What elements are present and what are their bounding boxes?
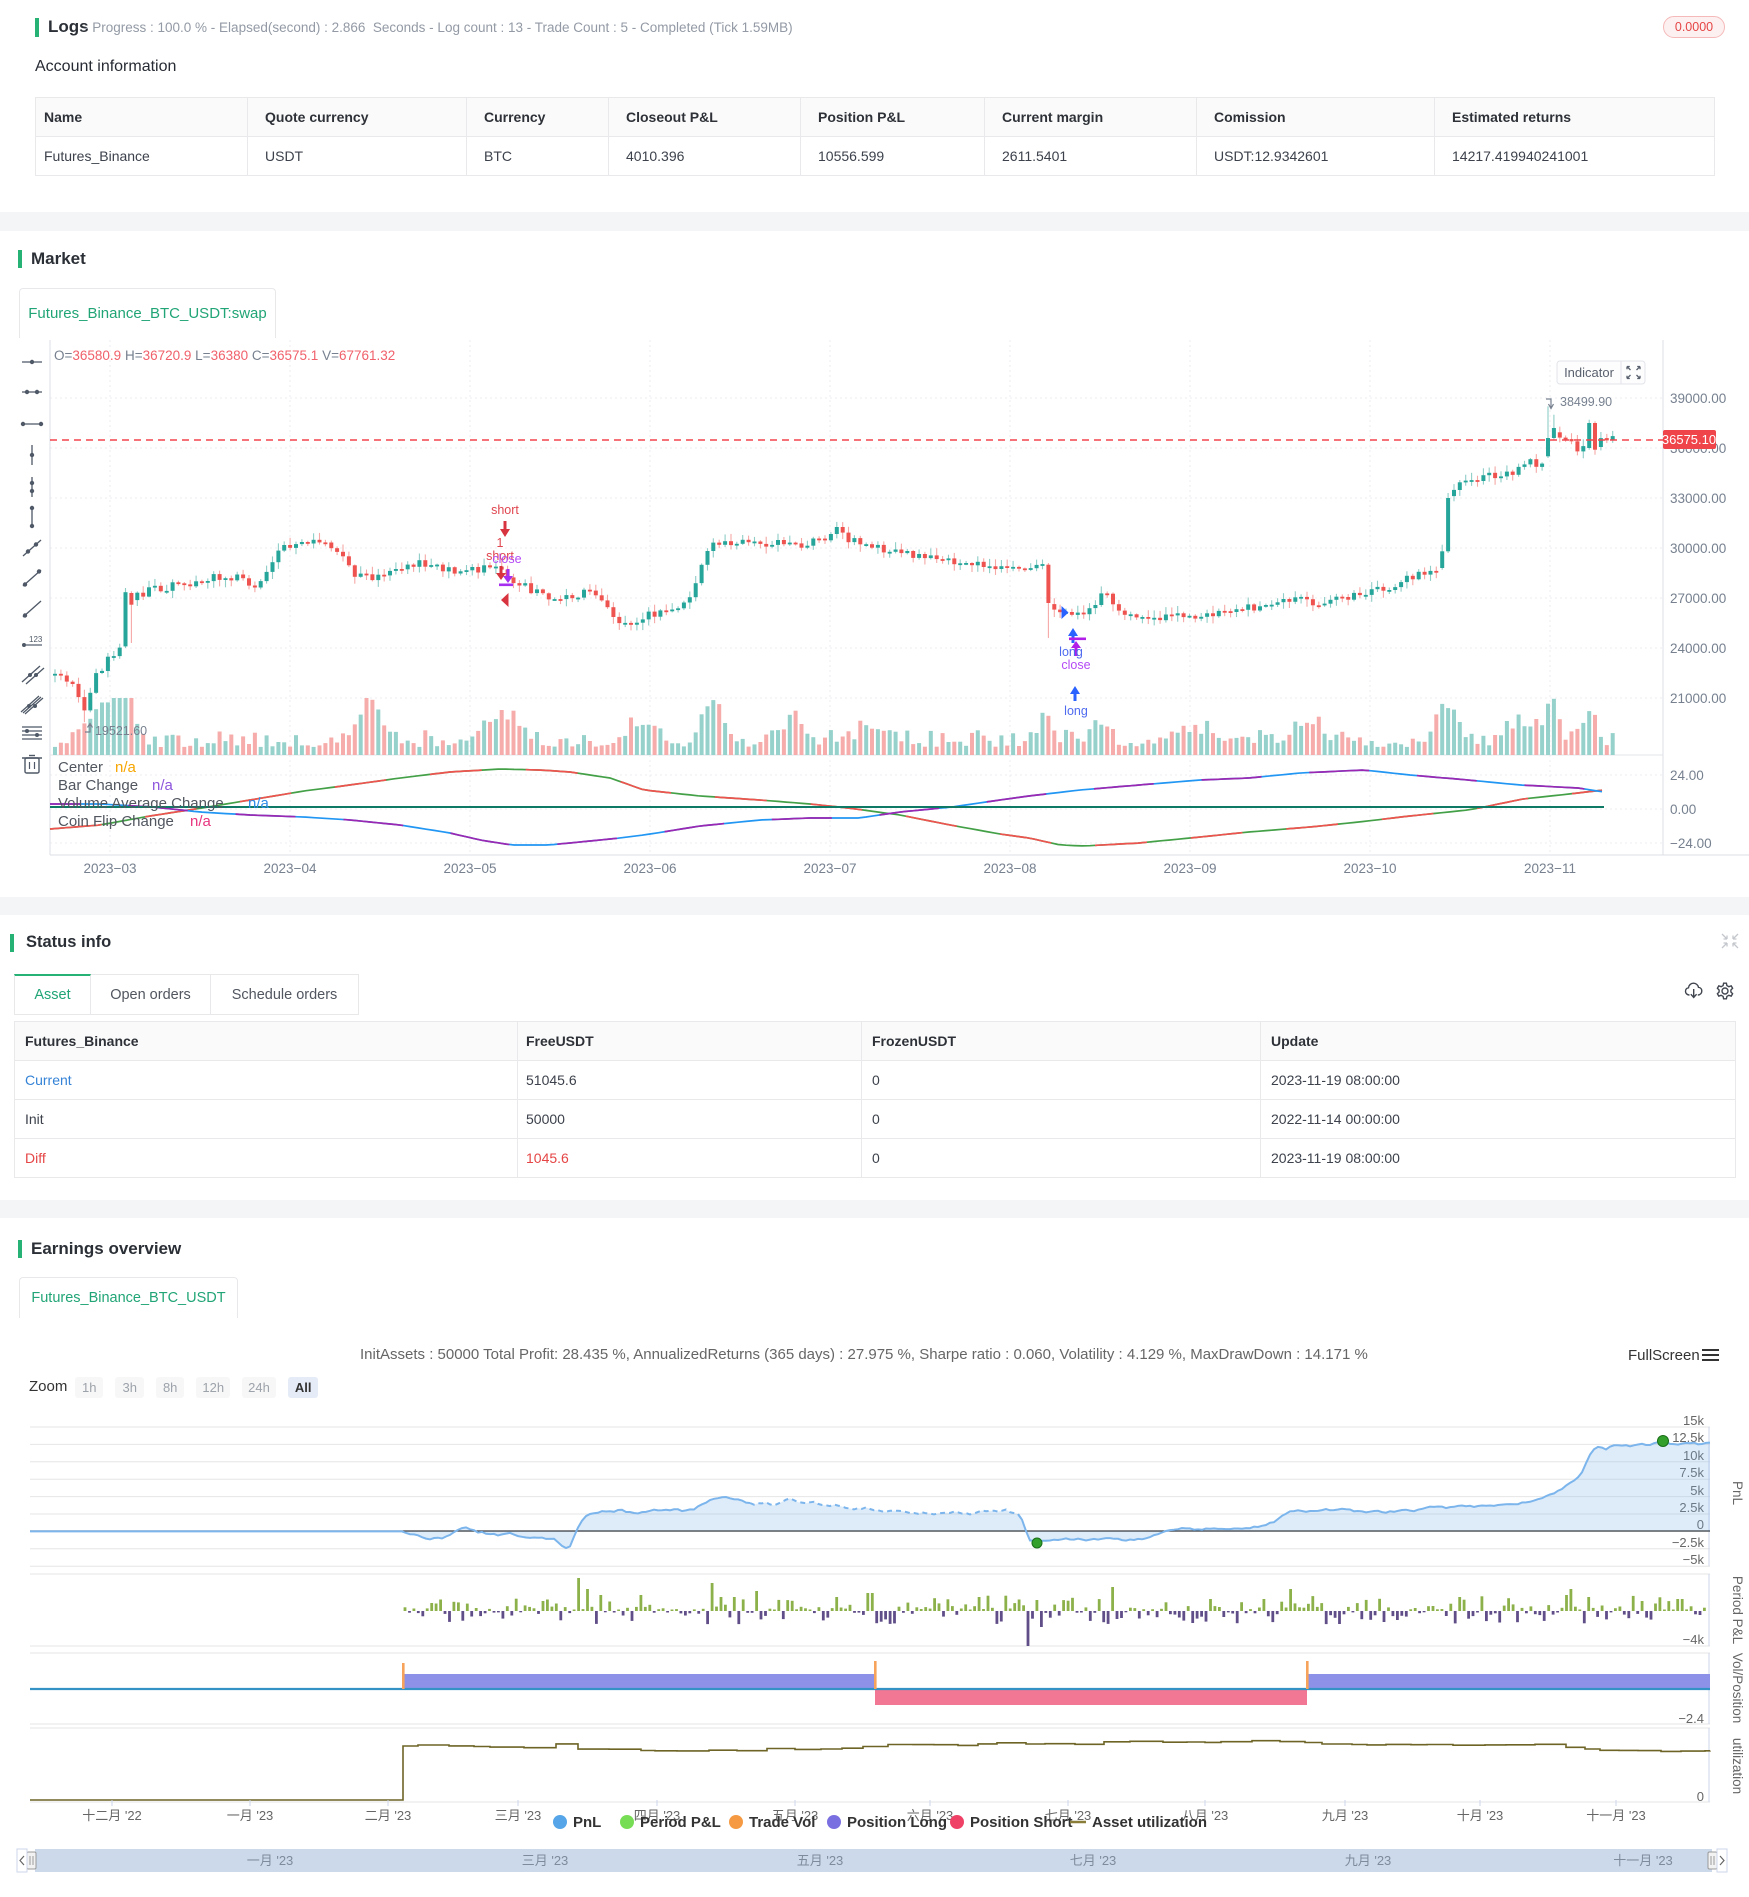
svg-text:2.5k: 2.5k — [1679, 1500, 1704, 1515]
svg-text:long: long — [1064, 704, 1088, 718]
svg-text:五月 '23: 五月 '23 — [772, 1808, 819, 1823]
svg-text:−24.00: −24.00 — [1670, 836, 1712, 851]
svg-text:Coin Flip Change: Coin Flip Change — [58, 813, 174, 830]
svg-text:2023−10: 2023−10 — [1344, 861, 1397, 876]
svg-text:−2.5k: −2.5k — [1672, 1535, 1705, 1550]
svg-text:六月 '23: 六月 '23 — [907, 1808, 954, 1823]
svg-text:2023−06: 2023−06 — [624, 861, 677, 876]
svg-text:n/a: n/a — [115, 759, 137, 776]
svg-text:0.00: 0.00 — [1670, 802, 1696, 817]
svg-text:2023−11: 2023−11 — [1524, 861, 1576, 876]
svg-text:−2.4: −2.4 — [1678, 1711, 1704, 1726]
svg-text:PnL: PnL — [1730, 1481, 1745, 1506]
svg-text:36575.10: 36575.10 — [1662, 432, 1716, 447]
svg-text:24000.00: 24000.00 — [1670, 641, 1726, 656]
svg-text:n/a: n/a — [190, 813, 212, 830]
svg-text:short: short — [486, 549, 514, 563]
svg-text:n/a: n/a — [152, 777, 174, 794]
svg-text:Trade Vol: Trade Vol — [749, 1814, 815, 1831]
svg-text:5k: 5k — [1690, 1483, 1704, 1498]
svg-text:0: 0 — [1697, 1517, 1704, 1532]
svg-text:2023−03: 2023−03 — [84, 861, 137, 876]
svg-text:close: close — [492, 552, 521, 566]
svg-text:2023−04: 2023−04 — [264, 861, 317, 876]
svg-text:2023−07: 2023−07 — [804, 861, 857, 876]
svg-text:n/a: n/a — [248, 795, 270, 812]
svg-text:十二月 '22: 十二月 '22 — [82, 1808, 142, 1823]
svg-text:Indicator: Indicator — [1564, 365, 1615, 380]
svg-text:Position Short: Position Short — [970, 1814, 1073, 1831]
svg-text:一月 '23: 一月 '23 — [227, 1808, 274, 1823]
svg-text:PnL: PnL — [573, 1814, 601, 1831]
svg-text:O=36580.9 H=36720.9 L=36380 C=: O=36580.9 H=36720.9 L=36380 C=36575.1 V=… — [54, 348, 395, 363]
svg-text:24.00: 24.00 — [1670, 768, 1704, 783]
svg-text:30000.00: 30000.00 — [1670, 541, 1726, 556]
svg-text:27000.00: 27000.00 — [1670, 591, 1726, 606]
svg-text:二月 '23: 二月 '23 — [365, 1808, 412, 1823]
svg-text:15k: 15k — [1683, 1413, 1704, 1428]
svg-text:Period P&L: Period P&L — [640, 1814, 721, 1831]
svg-text:十一月 '23: 十一月 '23 — [1586, 1808, 1646, 1823]
svg-text:utilization: utilization — [1730, 1738, 1745, 1794]
svg-text:一月 '23: 一月 '23 — [247, 1853, 294, 1868]
svg-text:10k: 10k — [1683, 1448, 1704, 1463]
svg-text:2023−08: 2023−08 — [984, 861, 1037, 876]
svg-text:long: long — [1059, 645, 1083, 659]
svg-text:七月 '23: 七月 '23 — [1045, 1808, 1092, 1823]
svg-text:七月 '23: 七月 '23 — [1070, 1853, 1117, 1868]
svg-text:Volume Average Change: Volume Average Change — [58, 795, 224, 812]
svg-text:19521.60: 19521.60 — [95, 724, 147, 738]
svg-text:123: 123 — [29, 635, 43, 644]
svg-text:12.5k: 12.5k — [1672, 1430, 1704, 1445]
svg-text:Position Long: Position Long — [847, 1814, 947, 1831]
svg-text:39000.00: 39000.00 — [1670, 391, 1726, 406]
svg-text:Vol/Position: Vol/Position — [1730, 1653, 1745, 1724]
svg-text:四月 '23: 四月 '23 — [634, 1808, 681, 1823]
svg-text:十月 '23: 十月 '23 — [1457, 1808, 1504, 1823]
svg-text:Center: Center — [58, 759, 103, 776]
svg-text:五月 '23: 五月 '23 — [797, 1853, 844, 1868]
svg-text:0: 0 — [1697, 1789, 1704, 1804]
svg-text:33000.00: 33000.00 — [1670, 491, 1726, 506]
svg-text:2023−05: 2023−05 — [444, 861, 497, 876]
svg-text:Asset utilization: Asset utilization — [1092, 1814, 1207, 1831]
svg-text:21000.00: 21000.00 — [1670, 691, 1726, 706]
svg-text:7.5k: 7.5k — [1679, 1465, 1704, 1480]
svg-text:2023−09: 2023−09 — [1164, 861, 1217, 876]
svg-text:Bar Change: Bar Change — [58, 777, 138, 794]
svg-text:九月 '23: 九月 '23 — [1322, 1808, 1369, 1823]
svg-text:−5k: −5k — [1683, 1552, 1705, 1567]
svg-text:九月 '23: 九月 '23 — [1345, 1853, 1392, 1868]
svg-text:八月 '23: 八月 '23 — [1182, 1808, 1229, 1823]
svg-text:三月 '23: 三月 '23 — [522, 1853, 569, 1868]
svg-text:Period P&L: Period P&L — [1730, 1576, 1745, 1645]
svg-text:short: short — [491, 503, 519, 517]
svg-text:十一月 '23: 十一月 '23 — [1613, 1853, 1673, 1868]
svg-text:close: close — [1061, 658, 1090, 672]
svg-text:−4k: −4k — [1683, 1632, 1705, 1647]
svg-text:38499.90: 38499.90 — [1560, 395, 1612, 409]
svg-text:1: 1 — [497, 536, 504, 550]
svg-text:三月 '23: 三月 '23 — [495, 1808, 542, 1823]
